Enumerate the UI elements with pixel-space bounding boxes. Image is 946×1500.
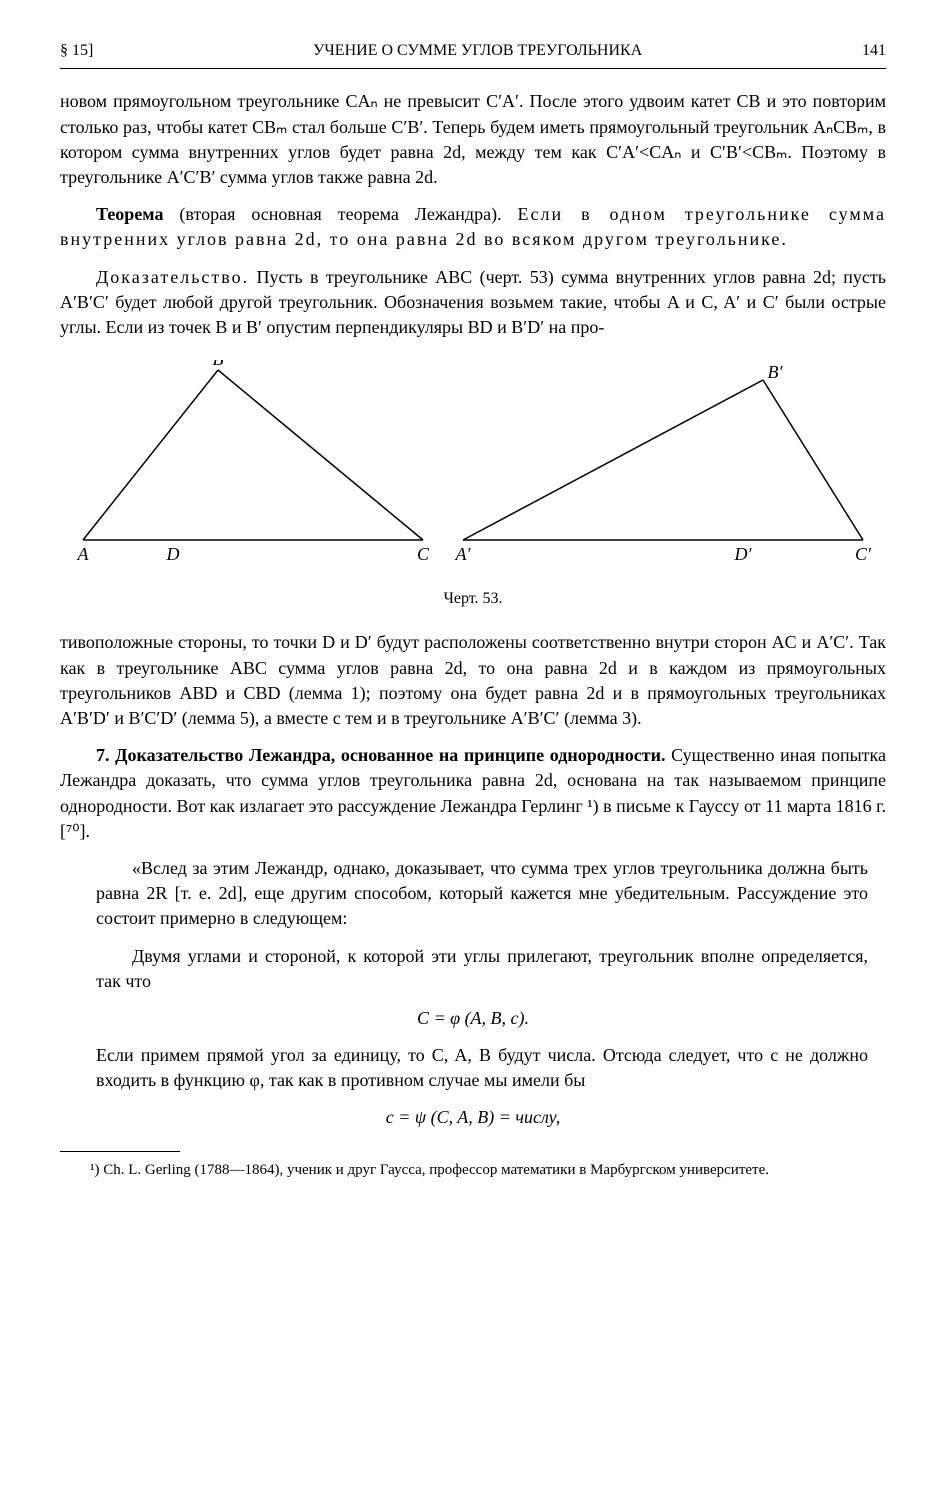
theorem-note: (вторая основная теорема Лежандра). <box>179 204 501 224</box>
theorem-label: Теорема <box>96 204 163 224</box>
svg-text:A: A <box>77 544 90 564</box>
svg-text:B′: B′ <box>768 362 784 382</box>
page-header: § 15] УЧЕНИЕ О СУММЕ УГЛОВ ТРЕУГОЛЬНИКА … <box>60 40 886 69</box>
section-7: 7. Доказательство Лежандра, основанное н… <box>60 743 886 844</box>
svg-text:D′: D′ <box>734 544 753 564</box>
svg-text:D: D <box>166 544 180 564</box>
footnote-rule <box>60 1151 180 1152</box>
proof-block-2: тивоположные стороны, то точки D и D′ бу… <box>60 630 886 731</box>
header-page: 141 <box>862 40 886 62</box>
equation-1: C = φ (A, B, c). <box>60 1006 886 1031</box>
quote-2: Двумя углами и стороной, к которой эти у… <box>96 944 868 994</box>
quote-3: Если примем прямой угол за единицу, то C… <box>96 1043 868 1093</box>
svg-text:A′: A′ <box>455 544 472 564</box>
header-title: УЧЕНИЕ О СУММЕ УГЛОВ ТРЕУГОЛЬНИКА <box>313 40 642 62</box>
footnote-1: ¹) Ch. L. Gerling (1788—1864), ученик и … <box>60 1160 886 1181</box>
figure-svg: A B C D A′ B′ C′ D′ <box>63 360 883 580</box>
figure-53: A B C D A′ B′ C′ D′ Черт. 53. <box>60 360 886 610</box>
section-7-title: 7. Доказательство Лежандра, основанное н… <box>96 745 665 765</box>
svg-text:C: C <box>417 544 430 564</box>
svg-text:C′: C′ <box>855 544 872 564</box>
proof-block-1: Доказательство. Пусть в треугольнике ABC… <box>60 265 886 341</box>
paragraph-1: новом прямоугольном треугольнике CAₙ не … <box>60 89 886 190</box>
svg-text:B: B <box>213 360 224 369</box>
proof-label: Доказательство. <box>96 267 249 287</box>
equation-2: c = ψ (C, A, B) = числу, <box>60 1105 886 1130</box>
quote-1: «Вслед за этим Лежандр, однако, доказыва… <box>96 856 868 932</box>
theorem-block: Теорема (вторая основная теорема Лежандр… <box>60 202 886 252</box>
figure-caption: Черт. 53. <box>60 588 886 610</box>
header-section: § 15] <box>60 40 93 62</box>
